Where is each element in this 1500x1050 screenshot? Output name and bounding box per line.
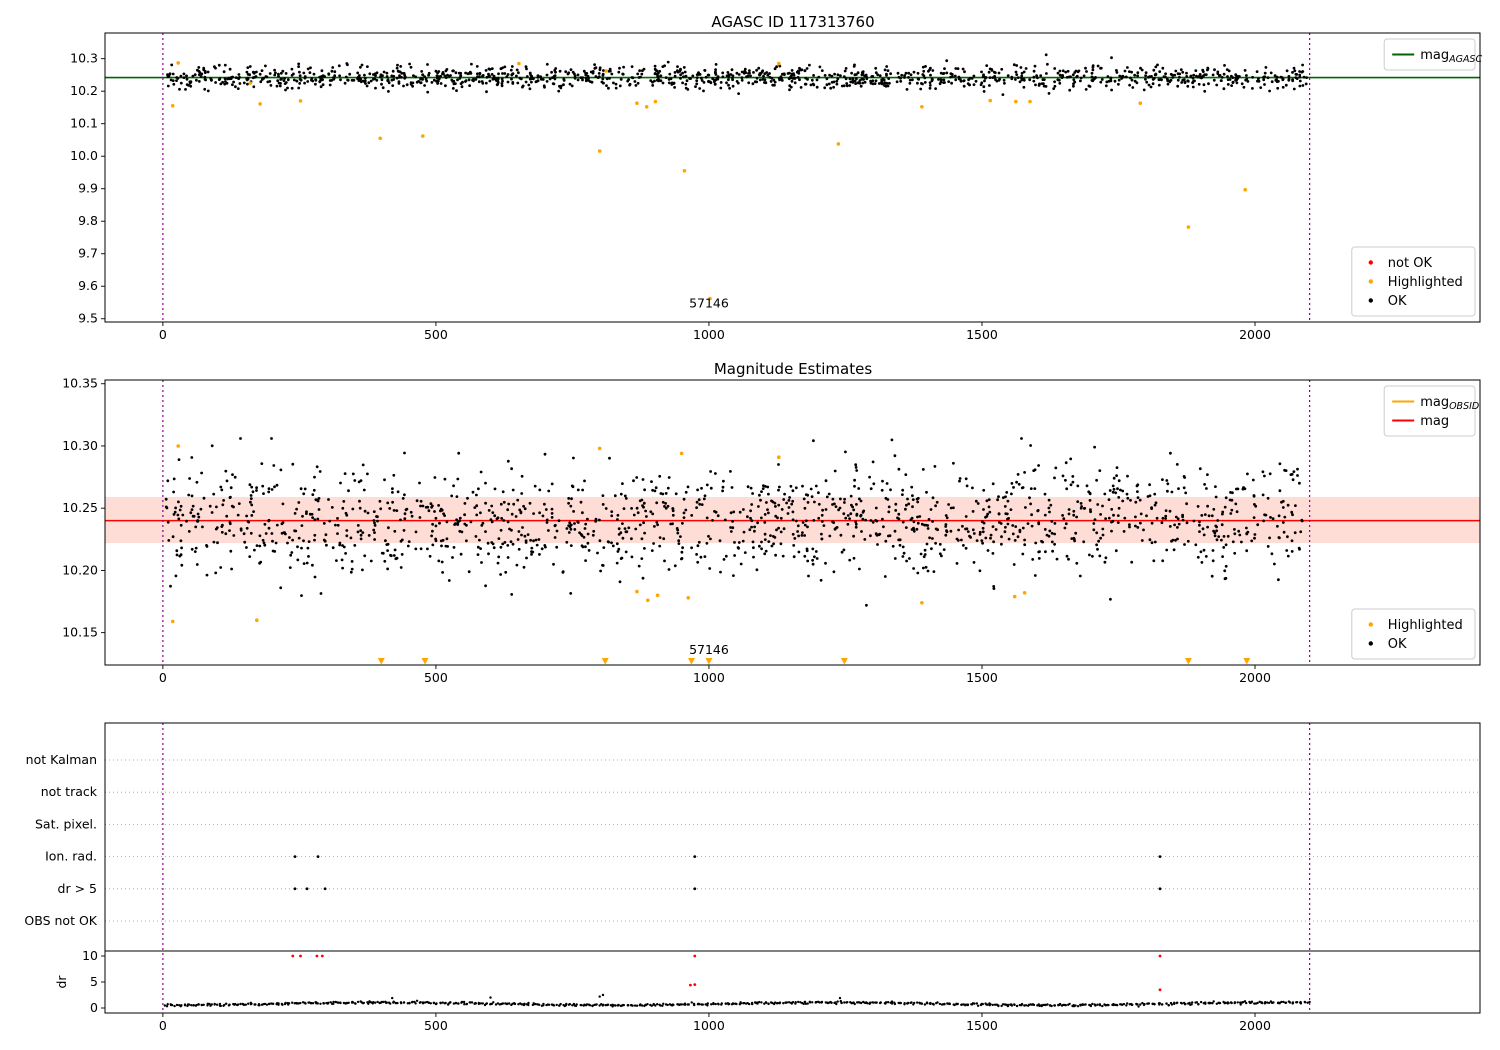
svg-text:dr > 5: dr > 5: [58, 881, 97, 896]
ok-points: [164, 437, 1304, 607]
dr-axis-label: dr: [54, 975, 69, 989]
svg-text:2000: 2000: [1239, 670, 1271, 685]
svg-text:9.6: 9.6: [78, 278, 98, 293]
legend-box: [1383, 385, 1476, 437]
legend-top-right: magAGASC: [1383, 38, 1482, 71]
svg-text:1500: 1500: [966, 670, 998, 685]
svg-text:1000: 1000: [693, 327, 725, 342]
axes-frame: [104, 722, 1481, 1014]
top-plot-title: AGASC ID 117313760: [711, 13, 874, 31]
legend-box: [1351, 608, 1476, 660]
dr-not-ok-points: [291, 954, 1162, 992]
svg-text:10.25: 10.25: [62, 500, 98, 515]
svg-text:500: 500: [424, 327, 448, 342]
legend-sample-dot: [1368, 279, 1374, 284]
svg-text:1500: 1500: [966, 1018, 998, 1033]
svg-text:10.30: 10.30: [62, 438, 98, 453]
highlighted-points: [170, 61, 1247, 301]
legend-bottom-right: Highlighted OK: [1351, 608, 1476, 660]
legend-label: Highlighted: [1388, 275, 1463, 290]
svg-text:10.0: 10.0: [70, 148, 98, 163]
svg-text:0: 0: [159, 670, 167, 685]
svg-text:500: 500: [424, 670, 448, 685]
legend-label: mag: [1420, 414, 1449, 429]
svg-text:1000: 1000: [693, 670, 725, 685]
svg-text:9.5: 9.5: [78, 311, 98, 326]
category-labels: not Kalman not track Sat. pixel. Ion. rad. d…: [24, 752, 105, 1015]
svg-text:0: 0: [159, 1018, 167, 1033]
legend-label: Highlighted: [1388, 618, 1463, 633]
svg-text:10.3: 10.3: [70, 51, 98, 66]
svg-text:Ion. rad.: Ion. rad.: [45, 849, 97, 864]
axes-frame: [104, 379, 1481, 666]
dr-points: [163, 993, 1311, 1008]
svg-text:9.8: 9.8: [78, 213, 98, 228]
tick-labels: 0 500 1000 1500 2000 9.5 9.6 9.7 9.8 9.9 10.0 10.1 1…: [70, 51, 1271, 342]
svg-text:5: 5: [90, 974, 98, 989]
middle-plot-title: Magnitude Estimates: [714, 360, 872, 378]
svg-text:1500: 1500: [966, 327, 998, 342]
middle-plot: 57146 0 500 1000 1500 2000 10.15 10.20 10.25 10.3…: [62, 376, 1481, 685]
legend-label: OK: [1388, 637, 1407, 652]
legend-label: OK: [1388, 294, 1407, 309]
legend-sample-dot: [1368, 298, 1374, 303]
tick-labels: 0 500 1000 1500 2000: [159, 1013, 1271, 1033]
svg-text:0: 0: [159, 327, 167, 342]
svg-text:10: 10: [82, 948, 98, 963]
svg-text:10.2: 10.2: [70, 83, 98, 98]
bottom-plot: not Kalman not track Sat. pixel. Ion. rad. d…: [24, 722, 1481, 1033]
svg-text:Sat. pixel.: Sat. pixel.: [35, 816, 97, 831]
svg-text:OBS not OK: OBS not OK: [24, 913, 97, 928]
legend-sample-dot: [1368, 260, 1374, 265]
svg-text:2000: 2000: [1239, 1018, 1271, 1033]
legend-bottom-right: not OK Highlighted OK: [1351, 246, 1476, 317]
legend-label: not OK: [1388, 256, 1433, 271]
annotation-label: 57146: [689, 642, 729, 657]
legend-sample-dot: [1368, 641, 1374, 646]
flag-points: [293, 855, 1162, 891]
top-plot: 57146 0 500 1000 1500 2000 9.5 9.6 9.7 9.8 9.9 10.0…: [70, 32, 1482, 342]
annotation-label: 57146: [689, 295, 729, 310]
clipped-low-markers: [377, 658, 1251, 665]
svg-text:500: 500: [424, 1018, 448, 1033]
svg-text:10.35: 10.35: [62, 376, 98, 391]
tick-labels: 0 500 1000 1500 2000 10.15 10.20 10.25 10.30 10.3…: [62, 376, 1271, 685]
svg-text:10.15: 10.15: [62, 625, 98, 640]
legend-sample-dot: [1368, 622, 1374, 627]
legend-box: [1383, 38, 1476, 71]
axes-frame: [104, 32, 1481, 323]
svg-text:9.7: 9.7: [78, 246, 98, 261]
svg-text:9.9: 9.9: [78, 181, 98, 196]
svg-text:not Kalman: not Kalman: [26, 752, 97, 767]
svg-text:1000: 1000: [693, 1018, 725, 1033]
highlighted-points: [170, 444, 1027, 624]
svg-text:0: 0: [90, 1000, 98, 1015]
legend-box: [1351, 246, 1476, 317]
svg-text:10.1: 10.1: [70, 116, 98, 131]
svg-text:10.20: 10.20: [62, 562, 98, 577]
ok-points: [166, 53, 1308, 96]
svg-text:2000: 2000: [1239, 327, 1271, 342]
svg-text:not track: not track: [41, 784, 98, 799]
